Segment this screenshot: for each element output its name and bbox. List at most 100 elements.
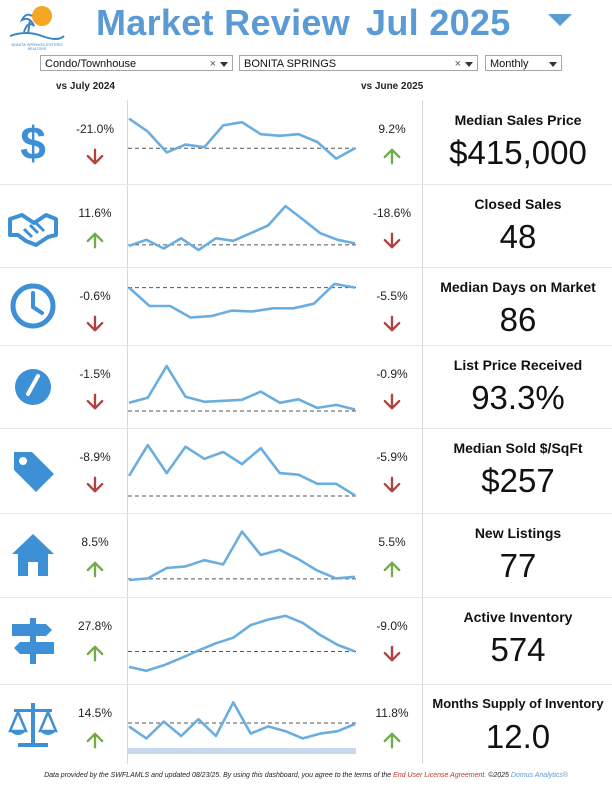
title-text: Market Review [96,2,351,43]
median-sales-price-value: $415,000 [449,134,587,171]
scales-icon [8,703,58,747]
closed-sales-yoy-change: 11.6% [78,206,112,220]
list-price-received-yoy-change: -1.5% [79,367,111,381]
signpost-icon [12,617,54,664]
sparkline-series [128,282,356,319]
median-days-on-market-yoy-change: -0.6% [79,289,111,303]
eula-link[interactable]: End User License Agreement. [393,772,487,779]
arrow-down-icon [383,232,401,249]
closed-sales-value: 48 [499,218,537,255]
active-inventory-value: 574 [490,631,546,668]
divider-left [127,100,128,764]
median-days-on-market-value: 86 [499,301,537,338]
arrow-down-icon [383,476,401,493]
new-listings-sparkline [128,530,356,582]
median-sales-price-sparkline [128,117,356,160]
vs-month-label: vs June 2025 [361,81,424,92]
sparkline-series [128,530,356,582]
row-divider [0,267,612,268]
arrow-up-icon [383,148,401,165]
new-listings-label: New Listings [474,525,562,541]
arrow-up-icon [383,561,401,578]
closed-sales-sparkline [128,204,356,252]
new-listings-mom-change: 5.5% [378,535,406,549]
sparkline-series [128,364,356,411]
footer-text: Data provided by the SWFLAMLS and update… [44,772,394,779]
active-inventory-mom-change: -9.0% [376,619,408,633]
list-price-received-label: List Price Received [453,357,583,373]
months-supply-of-inventory-label: Months Supply of Inventory [432,696,604,711]
row-divider [0,184,612,185]
handshake-icon [8,212,58,247]
median-sold-sqft-yoy-change: -8.9% [79,450,111,464]
median-sold-sqft-value: $257 [481,462,555,499]
list-price-received-sparkline [128,364,356,412]
arrow-up-icon [86,561,104,578]
median-sold-sqft-sparkline [128,443,356,497]
dollar-icon: $ [20,117,46,167]
footer-copyright: ©2025 [486,772,511,779]
median-days-on-market-mom-change: -5.5% [376,289,408,303]
page-title: Market Review Jul 2025 [96,2,511,44]
median-sold-sqft-label: Median Sold $/SqFt [453,440,583,456]
closed-sales-label: Closed Sales [474,196,562,212]
arrow-down-icon [383,393,401,410]
period-select[interactable]: Monthly [485,55,562,71]
arrow-up-icon [383,732,401,749]
realtor-logo: BONITA SPRINGS-ESTERO REALTORS [9,6,65,50]
list-price-received-value: 93.3% [471,379,565,416]
area-select[interactable]: BONITA SPRINGS × [239,55,478,71]
svg-text:REALTORS: REALTORS [28,47,47,50]
arrow-down-icon [86,476,104,493]
row-divider [0,684,612,685]
arrow-down-icon [86,315,104,332]
clock-icon [10,283,56,329]
median-days-on-market-sparkline [128,282,356,319]
footer: Data provided by the SWFLAMLS and update… [0,772,612,779]
row-divider [0,428,612,429]
price-tag-icon [14,451,54,492]
row-divider [0,345,612,346]
arrow-up-icon [86,645,104,662]
active-inventory-label: Active Inventory [463,609,573,625]
sparkline-series [128,204,356,252]
new-listings-yoy-change: 8.5% [81,535,109,549]
sparkline-series [128,614,356,673]
chevron-down-icon[interactable] [220,62,228,67]
row-divider [0,513,612,514]
sparkline-series [128,443,356,497]
row-divider [0,597,612,598]
median-sold-sqft-mom-change: -5.9% [376,450,408,464]
title-month: Jul 2025 [366,2,511,43]
months-supply-of-inventory-value: 12.0 [485,718,551,755]
clear-icon[interactable]: × [454,58,461,70]
months-supply-of-inventory-yoy-change: 14.5% [77,706,113,720]
arrow-up-icon [86,732,104,749]
months-supply-of-inventory-sparkline [128,701,356,754]
brand-link[interactable]: Domus Analytics® [510,772,568,779]
sparkline-series [128,701,356,740]
arrow-down-icon [86,393,104,410]
list-price-received-mom-change: -0.9% [376,367,408,381]
chevron-down-icon[interactable] [465,62,473,67]
arrow-up-icon [86,232,104,249]
arrow-down-icon [383,315,401,332]
median-sales-price-mom-change: 9.2% [378,122,406,136]
months-supply-of-inventory-mom-change: 11.8% [375,706,409,720]
new-listings-value: 77 [499,547,537,584]
house-icon [12,534,54,576]
median-days-on-market-label: Median Days on Market [440,279,596,295]
property-type-select[interactable]: Condo/Townhouse × [40,55,233,71]
median-sales-price-yoy-change: -21.0% [75,122,115,136]
menu-dropdown-icon[interactable] [548,14,572,26]
active-inventory-yoy-change: 27.8% [77,619,113,633]
sparkline-series [128,117,356,160]
chevron-down-icon[interactable] [549,62,557,67]
arrow-down-icon [86,148,104,165]
property-type-value: Condo/Townhouse [45,58,137,70]
header: BONITA SPRINGS-ESTERO REALTORS Market Re… [0,0,612,100]
clear-icon[interactable]: × [209,58,216,70]
median-sales-price-label: Median Sales Price [454,112,582,128]
gauge-icon [15,368,51,405]
closed-sales-mom-change: -18.6% [372,206,412,220]
